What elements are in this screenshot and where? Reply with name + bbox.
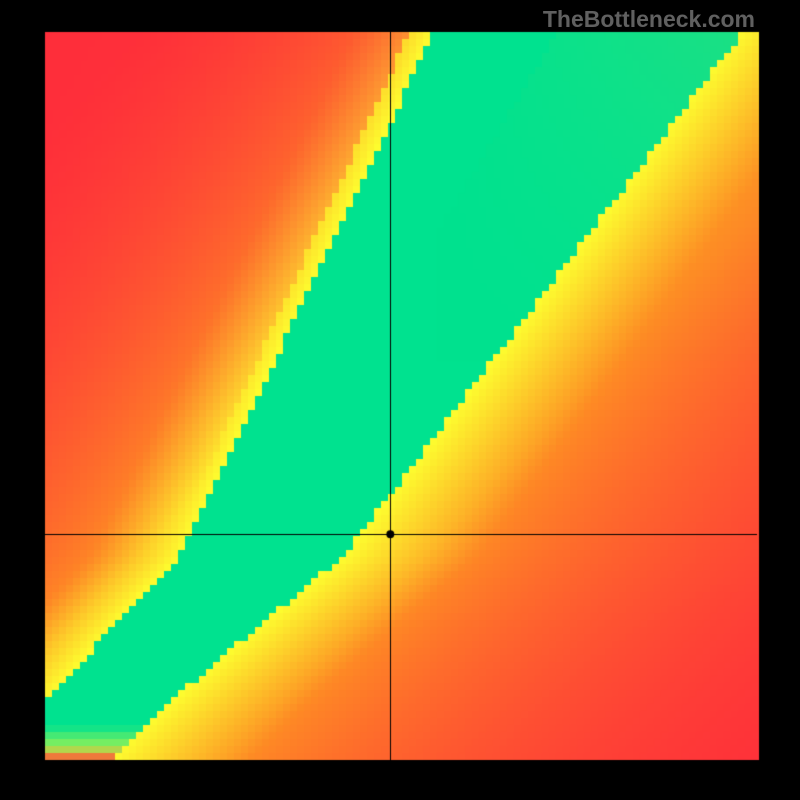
heatmap-canvas xyxy=(0,0,800,800)
watermark-text: TheBottleneck.com xyxy=(543,6,755,33)
chart-container: TheBottleneck.com xyxy=(0,0,800,800)
